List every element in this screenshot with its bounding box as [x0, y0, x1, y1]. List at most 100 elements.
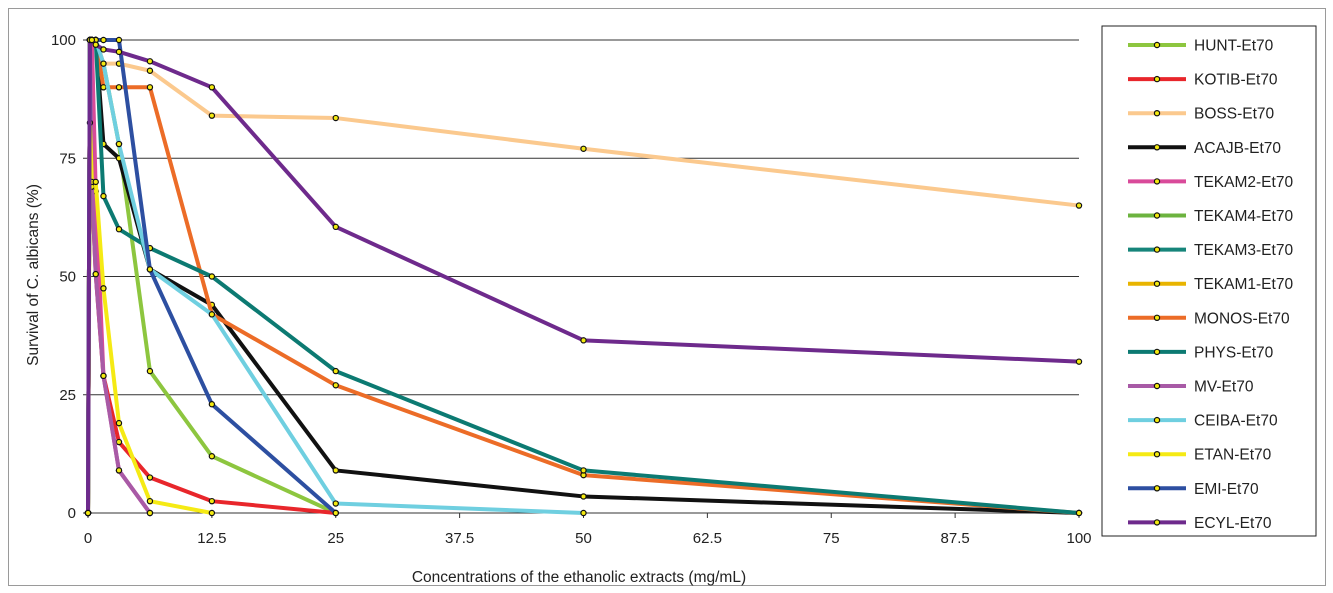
data-point-acajb-et70: [580, 493, 587, 500]
data-point-etan-et70: [146, 497, 154, 505]
legend-item-tekam3-et70: TEKAM3-Et70: [1128, 242, 1293, 259]
legend-label: CEIBA-Et70: [1194, 413, 1278, 430]
data-point-ceiba-et70: [100, 60, 107, 67]
legend-item-ecyl-et70: ECYL-Et70: [1128, 515, 1272, 532]
legend: HUNT-Et70 KOTIB-Et70 BOSS-Et70 ACAJB-Et70 TE…: [1101, 25, 1317, 537]
legend-label: MV-Et70: [1194, 379, 1254, 396]
y-tick-label: 0: [68, 505, 76, 522]
data-point-ecyl-et70: [88, 36, 96, 44]
chart-frame: [8, 8, 1326, 586]
data-point-boss-et70: [146, 67, 154, 74]
legend-marker: [1153, 246, 1161, 253]
legend-box: [1101, 25, 1317, 537]
data-point-monos-et70: [100, 84, 107, 91]
legend-label: ECYL-Et70: [1194, 515, 1272, 532]
data-point-phys-et70: [100, 192, 107, 200]
x-tick-label: 87.5: [941, 530, 970, 547]
x-tick-label: 12.5: [197, 530, 226, 547]
axes: 0 25 50 75 100 0 12.5 25 37.5 50 62.5 75 87.5 100: [51, 32, 1092, 547]
legend-marker: [1153, 348, 1161, 356]
data-point-phys-et70: [208, 273, 216, 280]
data-point-etan-et70: [92, 178, 99, 186]
data-point-ceiba-et70: [208, 311, 216, 318]
legend-item-tekam1-et70: TEKAM1-Et70: [1128, 276, 1293, 293]
legend-item-boss-et70: BOSS-Et70: [1128, 106, 1274, 123]
data-point-monos-et70: [146, 84, 154, 91]
legend-item-emi-et70: EMI-Et70: [1128, 481, 1259, 498]
legend-marker: [1153, 109, 1161, 117]
legend-marker: [1153, 280, 1161, 287]
series-etan-et70: [84, 119, 216, 517]
legend-label: PHYS-Et70: [1194, 344, 1274, 361]
data-point-etan-et70: [208, 509, 216, 517]
data-point-emi-et70: [208, 401, 216, 408]
data-point-hunt-et70: [146, 367, 154, 375]
data-point-monos-et70: [332, 382, 339, 389]
legend-label: ACAJB-Et70: [1194, 140, 1281, 157]
data-point-emi-et70: [115, 36, 123, 44]
legend-label: HUNT-Et70: [1194, 38, 1274, 55]
x-tick-label: 37.5: [445, 530, 474, 547]
data-point-ecyl-et70: [208, 84, 216, 91]
data-point-boss-et70: [208, 112, 216, 119]
legend-item-hunt-et70: HUNT-Et70: [1128, 38, 1274, 55]
legend-label: TEKAM3-Et70: [1194, 242, 1293, 259]
data-point-ecyl-et70: [1075, 358, 1083, 365]
legend-marker: [1153, 314, 1161, 321]
data-point-mv-et70: [115, 467, 123, 474]
y-tick-label: 75: [59, 150, 76, 167]
x-tick-label: 25: [327, 530, 344, 547]
data-point-kotib-et70: [146, 474, 154, 481]
data-point-ecyl-et70: [92, 41, 99, 48]
legend-marker: [1153, 178, 1161, 185]
data-point-etan-et70: [115, 419, 123, 427]
data-point-mv-et70: [92, 270, 99, 278]
legend-item-etan-et70: ETAN-Et70: [1128, 447, 1272, 464]
legend-item-tekam4-et70: TEKAM4-Et70: [1128, 208, 1293, 225]
data-point-ecyl-et70: [84, 509, 92, 517]
data-point-etan-et70: [100, 285, 107, 292]
legend-marker: [1153, 416, 1161, 424]
legend-label: MONOS-Et70: [1194, 310, 1290, 327]
data-point-kotib-et70: [208, 497, 216, 505]
data-point-ceiba-et70: [115, 140, 123, 148]
legend-label: BOSS-Et70: [1194, 106, 1274, 123]
y-axis-title: Survival of C. albicans (%): [25, 184, 42, 366]
data-point-phys-et70: [115, 225, 123, 233]
legend-item-monos-et70: MONOS-Et70: [1128, 310, 1290, 327]
legend-item-ceiba-et70: CEIBA-Et70: [1128, 413, 1278, 430]
legend-marker: [1153, 75, 1161, 83]
y-tick-label: 50: [59, 269, 76, 286]
data-point-acajb-et70: [332, 467, 339, 474]
legend-label: TEKAM4-Et70: [1194, 208, 1293, 225]
data-point-ceiba-et70: [580, 509, 587, 517]
data-point-kotib-et70: [115, 438, 123, 446]
legend-item-tekam2-et70: TEKAM2-Et70: [1128, 174, 1293, 191]
legend-item-phys-et70: PHYS-Et70: [1128, 344, 1274, 361]
data-point-ecyl-et70: [580, 337, 587, 344]
series-ecyl-et70: [84, 36, 1083, 517]
data-point-ecyl-et70: [146, 58, 154, 65]
legend-marker: [1153, 41, 1161, 49]
x-tick-label: 62.5: [693, 530, 722, 547]
series-lines: [84, 36, 1083, 517]
x-tick-label: 75: [823, 530, 840, 547]
legend-label: KOTIB-Et70: [1194, 72, 1278, 89]
data-point-ecyl-et70: [100, 46, 107, 53]
x-tick-label: 50: [575, 530, 592, 547]
data-point-emi-et70: [100, 36, 107, 44]
data-point-boss-et70: [580, 145, 587, 152]
data-point-boss-et70: [332, 114, 339, 122]
legend-label: EMI-Et70: [1194, 481, 1259, 498]
legend-marker: [1153, 144, 1161, 151]
data-point-boss-et70: [1075, 202, 1083, 209]
data-point-emi-et70: [332, 509, 339, 517]
legend-item-kotib-et70: KOTIB-Et70: [1128, 72, 1278, 89]
data-point-phys-et70: [580, 467, 587, 474]
legend-label: TEKAM2-Et70: [1194, 174, 1293, 191]
data-point-ecyl-et70: [332, 223, 339, 231]
y-tick-label: 25: [59, 387, 76, 404]
legend-label: TEKAM1-Et70: [1194, 276, 1293, 293]
legend-marker: [1153, 485, 1161, 492]
